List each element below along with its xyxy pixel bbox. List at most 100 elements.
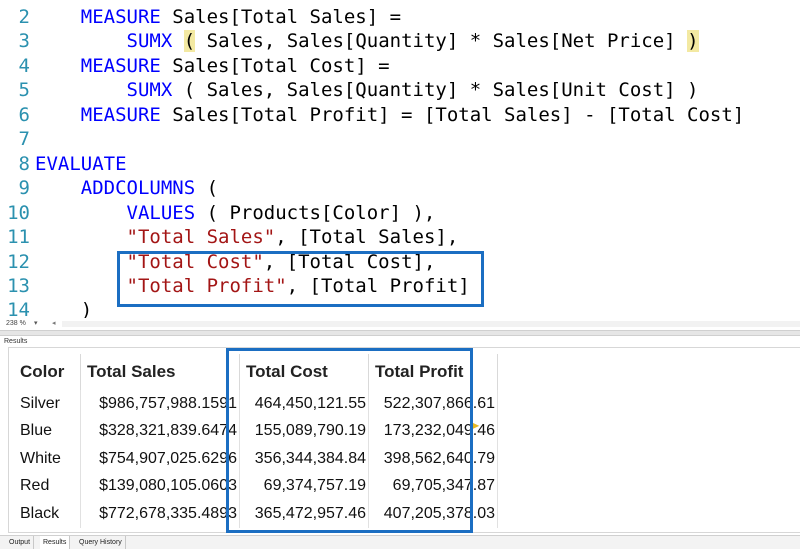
table-cell[interactable]: 365,472,957.46	[239, 500, 369, 528]
table-row[interactable]: Silver $986,757,988.1591 464,450,121.55 522…	[14, 390, 498, 418]
code-token	[35, 6, 81, 28]
line-number: 12	[7, 250, 30, 273]
code-line[interactable]: 9 ADDCOLUMNS (	[0, 176, 800, 200]
code-line[interactable]: 12 "Total Cost", [Total Cost],	[0, 250, 800, 274]
table-cell[interactable]: Silver	[14, 390, 81, 418]
table-cell[interactable]: $772,678,335.4893	[80, 500, 240, 528]
matched-paren: )	[687, 30, 699, 53]
code-token	[35, 251, 127, 273]
table-cell[interactable]: Black	[14, 500, 81, 528]
zoom-level[interactable]: 238 %	[6, 320, 26, 327]
table-cell[interactable]: $139,080,105.0603	[80, 472, 240, 500]
code-line[interactable]: 2 MEASURE Sales[Total Sales] =	[0, 5, 800, 29]
zoom-dropdown-icon[interactable]: ▾	[34, 320, 38, 327]
code-token	[35, 30, 127, 52]
dax-keyword: MEASURE	[80, 54, 161, 77]
results-highlight-box	[226, 348, 473, 533]
editor-status-bar: 238 % ▾ ◂	[0, 318, 800, 330]
column-header[interactable]: Total Profit	[368, 354, 498, 390]
code-token	[35, 79, 127, 101]
table-row[interactable]: Black $772,678,335.4893 365,472,957.46 407,…	[14, 500, 498, 528]
code-line[interactable]: 13 "Total Profit", [Total Profit]	[0, 274, 800, 298]
code-line[interactable]: 3 SUMX ( Sales, Sales[Quantity] * Sales[…	[0, 29, 800, 53]
results-pane-title: Results	[4, 338, 28, 345]
table-cell[interactable]: 173,232,049.46	[368, 417, 498, 445]
code-token: ( Sales, Sales[Quantity] * Sales[Unit Co…	[172, 79, 699, 102]
line-number: 11	[7, 226, 30, 249]
code-text: "Total Sales", [Total Sales],	[35, 225, 459, 249]
bottom-tab-output[interactable]: Output	[6, 536, 35, 549]
table-row[interactable]: Blue $328,321,839.6474 155,089,790.19 173,2…	[14, 417, 498, 445]
table-cell[interactable]: 69,374,757.19	[239, 472, 369, 500]
line-number: 13	[7, 274, 30, 297]
table-cell[interactable]: $754,907,025.6296	[80, 445, 240, 473]
code-line[interactable]: 8 EVALUATE	[0, 152, 800, 176]
table-cell[interactable]: 464,450,121.55	[239, 390, 369, 418]
line-number: 10	[7, 201, 30, 224]
bottom-tab-bar: Output Results Query History	[0, 535, 800, 549]
code-line[interactable]: 5 SUMX ( Sales, Sales[Quantity] * Sales[…	[0, 78, 800, 102]
code-token: ( Products[Color] ),	[195, 201, 436, 224]
code-text: )	[35, 298, 92, 318]
table-cell[interactable]: 398,562,640.79	[368, 445, 498, 473]
dax-keyword: ADDCOLUMNS	[80, 177, 196, 200]
code-text: VALUES ( Products[Color] ),	[35, 201, 436, 225]
table-row[interactable]: Red $139,080,105.0603 69,374,757.19 69,705,…	[14, 472, 498, 500]
code-line[interactable]: 4 MEASURE Sales[Total Cost] =	[0, 54, 800, 78]
pane-splitter[interactable]	[0, 330, 800, 336]
results-grid: Color Total Sales Total Cost Total Profit S…	[14, 354, 498, 528]
scroll-left-icon[interactable]: ◂	[52, 320, 56, 327]
code-text: "Total Cost", [Total Cost],	[35, 250, 436, 274]
dax-keyword: SUMX	[126, 30, 173, 53]
column-header[interactable]: Color	[14, 354, 81, 390]
line-number: 6	[18, 103, 30, 126]
dax-keyword: MEASURE	[80, 6, 161, 28]
table-cell[interactable]: 407,205,378.03	[368, 500, 498, 528]
code-text: MEASURE Sales[Total Sales] =	[35, 5, 401, 29]
dax-keyword: VALUES	[126, 201, 196, 224]
code-token: (	[195, 177, 219, 200]
line-number: 5	[18, 79, 30, 102]
dax-string: "Total Sales"	[126, 226, 276, 249]
horizontal-scrollbar[interactable]	[62, 321, 800, 327]
table-cell[interactable]: Blue	[14, 417, 81, 445]
code-text: EVALUATE	[35, 152, 127, 176]
code-line[interactable]: 7	[0, 127, 800, 151]
line-number: 8	[18, 152, 30, 175]
table-row[interactable]: White $754,907,025.6296 356,344,384.84 398,…	[14, 445, 498, 473]
line-number: 9	[18, 177, 30, 200]
dax-keyword: SUMX	[126, 79, 173, 102]
table-cell[interactable]: 155,089,790.19	[239, 417, 369, 445]
code-line[interactable]: 14 )	[0, 298, 800, 318]
code-line[interactable]: 11 "Total Sales", [Total Sales],	[0, 225, 800, 249]
dax-keyword: MEASURE	[80, 103, 161, 126]
code-line[interactable]: 6 MEASURE Sales[Total Profit] = [Total S…	[0, 103, 800, 127]
code-text: SUMX ( Sales, Sales[Quantity] * Sales[Un…	[35, 78, 699, 102]
code-token: Sales[Total Sales] =	[160, 6, 402, 28]
bottom-tab-query-history[interactable]: Query History	[76, 536, 126, 549]
column-header[interactable]: Total Cost	[239, 354, 369, 390]
table-cell[interactable]: $328,321,839.6474	[80, 417, 240, 445]
table-cell[interactable]: White	[14, 445, 81, 473]
code-text: SUMX ( Sales, Sales[Quantity] * Sales[Ne…	[35, 29, 699, 53]
code-text: "Total Profit", [Total Profit]	[35, 274, 470, 298]
bottom-tab-results[interactable]: Results	[40, 536, 71, 549]
table-cell[interactable]: 69,705,347.87	[368, 472, 498, 500]
code-token	[35, 55, 81, 77]
mouse-cursor-icon: ➤	[469, 418, 480, 433]
table-cell[interactable]: $986,757,988.1591	[80, 390, 240, 418]
code-token	[35, 202, 127, 224]
table-cell[interactable]: Red	[14, 472, 81, 500]
code-token: , [Total Cost],	[263, 250, 436, 273]
code-line[interactable]: 10 VALUES ( Products[Color] ),	[0, 201, 800, 225]
line-number: 14	[7, 299, 30, 318]
code-token: Sales[Total Profit] = [Total Sales] - [T…	[160, 103, 745, 126]
code-token	[35, 177, 81, 199]
line-number: 2	[18, 6, 30, 28]
dax-code-editor[interactable]: 2 MEASURE Sales[Total Sales] = 3 SUMX ( S…	[0, 0, 800, 318]
table-cell[interactable]: 522,307,866.61	[368, 390, 498, 418]
line-number: 7	[18, 128, 30, 151]
column-header[interactable]: Total Sales	[80, 354, 240, 390]
results-header-row: Color Total Sales Total Cost Total Profit	[14, 354, 498, 390]
table-cell[interactable]: 356,344,384.84	[239, 445, 369, 473]
